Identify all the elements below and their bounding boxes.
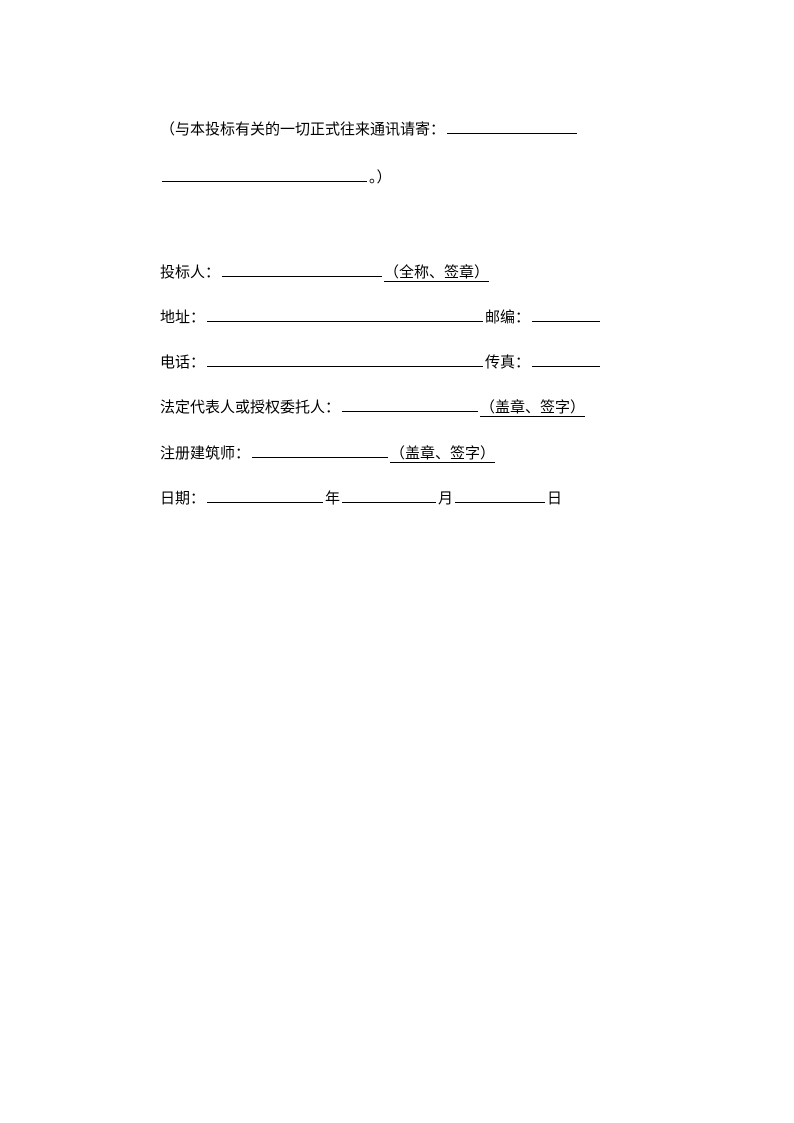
postcode-blank[interactable] [532, 306, 600, 322]
architect-label: 注册建筑师： [160, 446, 250, 462]
phone-line: 电话： 传真： [160, 343, 664, 384]
phone-blank[interactable] [207, 351, 483, 367]
phone-label: 电话： [160, 355, 205, 371]
mail-blank-1[interactable] [447, 118, 577, 134]
architect-note: （盖章、签字） [390, 446, 495, 463]
date-label: 日期： [160, 491, 205, 507]
legal-blank[interactable] [342, 397, 478, 413]
month-blank[interactable] [342, 487, 436, 503]
postcode-label: 邮编： [485, 310, 530, 326]
legal-label: 法定代表人或授权委托人： [160, 400, 340, 416]
architect-blank[interactable] [252, 442, 388, 458]
bidder-line: 投标人： （全称、签章） [160, 253, 664, 294]
bidder-blank[interactable] [222, 261, 382, 277]
fax-label: 传真： [485, 355, 530, 371]
mail-prefix: （与本投标有关的一切正式往来通讯请寄： [160, 122, 445, 138]
year-blank[interactable] [207, 487, 323, 503]
mail-suffix: 。） [369, 170, 392, 186]
bidder-note: （全称、签章） [384, 265, 489, 282]
address-line: 地址： 邮编： [160, 298, 664, 339]
mail-line-1: （与本投标有关的一切正式往来通讯请寄： [160, 108, 664, 152]
mail-blank-2[interactable] [162, 167, 367, 183]
address-blank[interactable] [207, 306, 483, 322]
architect-line: 注册建筑师： （盖章、签字） [160, 434, 664, 475]
day-unit: 日 [547, 491, 562, 507]
address-label: 地址： [160, 310, 205, 326]
bidder-label: 投标人： [160, 265, 220, 281]
legal-line: 法定代表人或授权委托人： （盖章、签字） [160, 388, 664, 429]
month-unit: 月 [438, 491, 453, 507]
legal-note: （盖章、签字） [480, 400, 585, 417]
mail-line-2: 。） [160, 156, 664, 200]
year-unit: 年 [325, 491, 340, 507]
date-line: 日期： 年 月 日 [160, 479, 664, 520]
day-blank[interactable] [455, 487, 545, 503]
fax-blank[interactable] [532, 351, 600, 367]
